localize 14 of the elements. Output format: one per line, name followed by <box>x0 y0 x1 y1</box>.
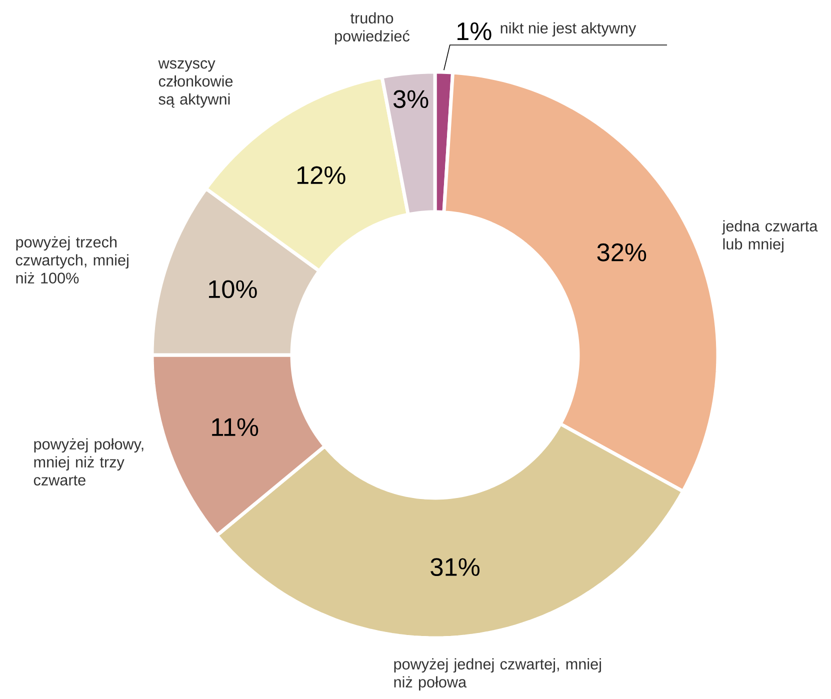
data-label: 32% <box>597 243 646 262</box>
data-label: 1% <box>458 22 492 40</box>
slice-label: nikt nie jest aktywny <box>500 22 636 37</box>
data-label: 12% <box>297 166 346 184</box>
data-label: 11% <box>212 418 258 436</box>
data-label: 31% <box>430 558 480 576</box>
slice-label: jedna czwarta lub mniej <box>722 220 818 253</box>
slice-label: powyżej połowy, mniej niż trzy czwarte <box>34 438 144 486</box>
slice-label: trudno powiedzieć <box>335 12 410 45</box>
data-label: 3% <box>393 90 428 108</box>
slice-label: wszyscy członkowie są aktywni <box>158 60 233 108</box>
slice-label: powyżej jednej czwartej, mniej niż połowa <box>394 658 601 691</box>
data-label: 10% <box>209 280 257 298</box>
slice-label: powyżej trzech czwartych, mniej niż 100% <box>16 236 128 284</box>
